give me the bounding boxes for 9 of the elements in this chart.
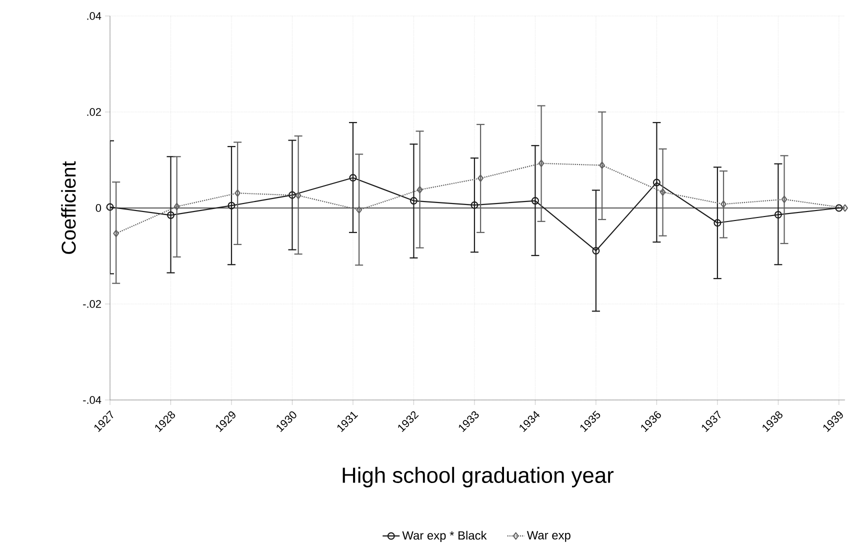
y-tick-label: .04	[87, 12, 102, 20]
y-axis-title: Coefficient	[61, 161, 76, 254]
x-axis-title: High school graduation year	[342, 466, 614, 488]
y-tick-label: .02	[87, 108, 101, 116]
y-tick-label: -.02	[83, 300, 101, 308]
y-tick-label: -.04	[83, 396, 102, 404]
legend-label: War exp * Black	[402, 530, 487, 542]
legend-label: War exp	[526, 531, 570, 542]
y-tick-label: 0	[96, 204, 102, 212]
